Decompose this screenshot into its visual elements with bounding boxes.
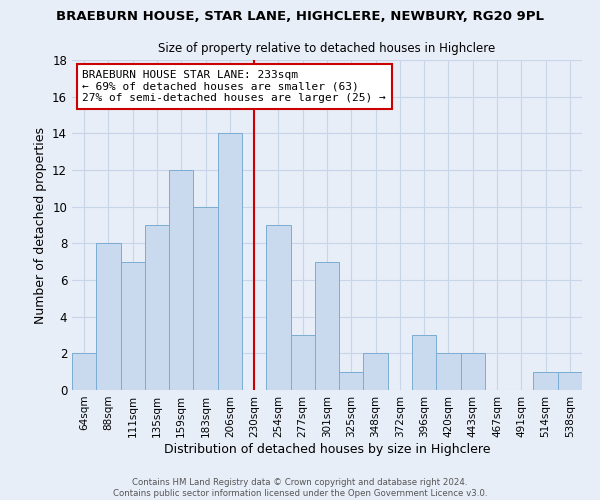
Bar: [436, 354, 461, 390]
Bar: [339, 372, 364, 390]
Text: Contains HM Land Registry data © Crown copyright and database right 2024.
Contai: Contains HM Land Registry data © Crown c…: [113, 478, 487, 498]
Bar: [218, 134, 242, 390]
X-axis label: Distribution of detached houses by size in Highclere: Distribution of detached houses by size …: [164, 442, 490, 456]
Text: BRAEBURN HOUSE STAR LANE: 233sqm
← 69% of detached houses are smaller (63)
27% o: BRAEBURN HOUSE STAR LANE: 233sqm ← 69% o…: [82, 70, 386, 103]
Bar: [169, 170, 193, 390]
Bar: [266, 225, 290, 390]
Bar: [145, 225, 169, 390]
Bar: [461, 354, 485, 390]
Bar: [121, 262, 145, 390]
Bar: [290, 335, 315, 390]
Bar: [96, 244, 121, 390]
Title: Size of property relative to detached houses in Highclere: Size of property relative to detached ho…: [158, 42, 496, 54]
Bar: [315, 262, 339, 390]
Bar: [558, 372, 582, 390]
Text: BRAEBURN HOUSE, STAR LANE, HIGHCLERE, NEWBURY, RG20 9PL: BRAEBURN HOUSE, STAR LANE, HIGHCLERE, NE…: [56, 10, 544, 23]
Bar: [412, 335, 436, 390]
Bar: [193, 206, 218, 390]
Bar: [364, 354, 388, 390]
Y-axis label: Number of detached properties: Number of detached properties: [34, 126, 47, 324]
Bar: [533, 372, 558, 390]
Bar: [72, 354, 96, 390]
